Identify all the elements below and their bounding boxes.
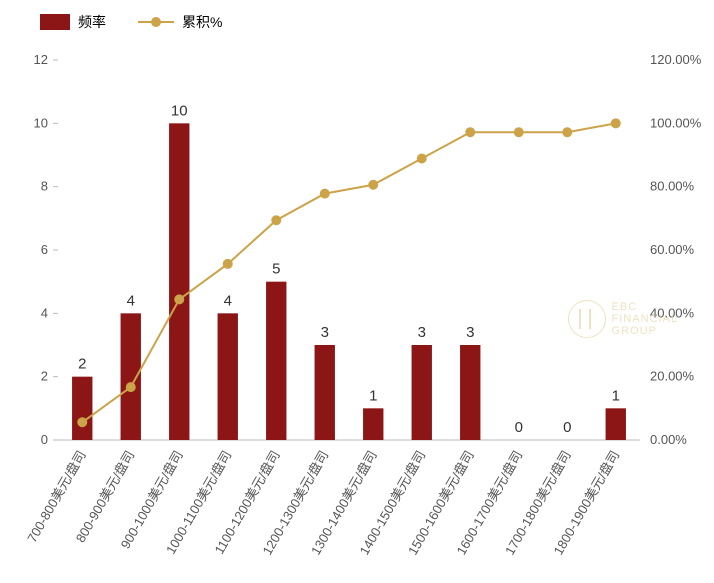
cumulative-point [271, 215, 281, 225]
cumulative-point [174, 294, 184, 304]
bar-value-label: 0 [515, 419, 523, 436]
bar-value-label: 1 [369, 387, 377, 404]
cumulative-point [611, 118, 621, 128]
legend-line-swatch [138, 14, 174, 30]
cumulative-point [77, 417, 87, 427]
legend-line-label: 累积% [182, 12, 222, 32]
bar-value-label: 3 [466, 324, 474, 341]
y-right-tick: 0.00% [650, 432, 687, 447]
cumulative-line [82, 123, 616, 422]
cumulative-point [465, 127, 475, 137]
y-left-tick: 12 [34, 52, 48, 67]
y-right-tick: 60.00% [650, 242, 695, 257]
bar-value-label: 10 [171, 102, 188, 119]
y-left-tick: 6 [41, 242, 48, 257]
legend-bar: 频率 [40, 12, 106, 32]
y-right-tick: 120.00% [650, 52, 702, 67]
bar [121, 313, 141, 440]
y-left-tick: 10 [34, 115, 48, 130]
y-left-tick: 0 [41, 432, 48, 447]
y-right-tick: 40.00% [650, 305, 695, 320]
legend-line: 累积% [138, 12, 222, 32]
bar [218, 313, 238, 440]
cumulative-point [514, 127, 524, 137]
bar [169, 123, 189, 440]
bar [363, 408, 383, 440]
bar [412, 345, 432, 440]
pareto-chart: 0246810120.00%20.00%40.00%60.00%80.00%10… [0, 40, 714, 583]
bar-value-label: 4 [127, 292, 135, 309]
bar [606, 408, 626, 440]
y-left-tick: 4 [41, 305, 48, 320]
bar-value-label: 5 [272, 261, 280, 278]
bar [315, 345, 335, 440]
bar-value-label: 1 [612, 387, 620, 404]
bar-value-label: 3 [321, 324, 329, 341]
bar-value-label: 4 [224, 292, 232, 309]
cumulative-point [417, 153, 427, 163]
cumulative-point [320, 189, 330, 199]
bar [72, 377, 92, 440]
y-left-tick: 2 [41, 369, 48, 384]
legend-bar-label: 频率 [78, 12, 106, 32]
chart-legend: 频率 累积% [40, 12, 222, 32]
legend-bar-swatch [40, 14, 70, 30]
bar [266, 282, 286, 440]
cumulative-point [562, 127, 572, 137]
cumulative-point [126, 382, 136, 392]
cumulative-point [368, 180, 378, 190]
bar-value-label: 2 [78, 356, 86, 373]
y-left-tick: 8 [41, 179, 48, 194]
y-right-tick: 80.00% [650, 179, 695, 194]
cumulative-point [223, 259, 233, 269]
y-right-tick: 20.00% [650, 369, 695, 384]
bar [460, 345, 480, 440]
y-right-tick: 100.00% [650, 115, 702, 130]
bar-value-label: 0 [563, 419, 571, 436]
bar-value-label: 3 [418, 324, 426, 341]
